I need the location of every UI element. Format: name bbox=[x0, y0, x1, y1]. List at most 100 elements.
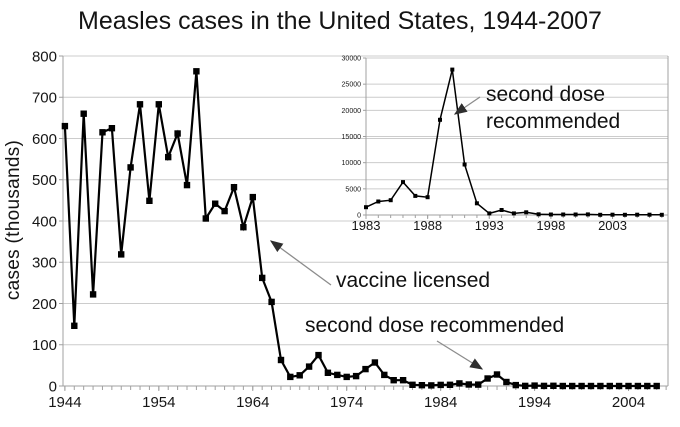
main-data-point bbox=[61, 122, 69, 130]
main-data-point bbox=[136, 101, 144, 108]
main-data-point bbox=[578, 382, 585, 390]
main-data-point bbox=[165, 153, 172, 161]
inset-y-tick-label: 15000 bbox=[342, 134, 362, 141]
main-data-point bbox=[127, 164, 134, 171]
main-data-point bbox=[183, 181, 191, 189]
inset-data-point bbox=[548, 212, 553, 217]
main-y-tick-label: 300 bbox=[32, 255, 57, 272]
main-x-tick-label: 1954 bbox=[142, 394, 175, 411]
main-x-tick-label: 1994 bbox=[518, 394, 551, 411]
main-data-point bbox=[531, 382, 538, 389]
main-data-point bbox=[89, 291, 97, 298]
inset-y-tick-label: 5000 bbox=[345, 186, 361, 193]
main-data-point bbox=[155, 101, 162, 108]
inset-data-point bbox=[474, 201, 479, 206]
annotation-second-dose-inset: second dose recommended bbox=[486, 81, 620, 135]
annotation-second-dose-inset-line2: recommended bbox=[486, 110, 621, 133]
inset-data-point bbox=[610, 212, 615, 217]
main-data-point bbox=[287, 373, 294, 381]
main-data-point bbox=[108, 125, 116, 132]
inset-data-point bbox=[388, 198, 393, 203]
main-data-point bbox=[371, 359, 379, 366]
inset-data-point bbox=[438, 117, 442, 122]
inset-data-point bbox=[635, 212, 640, 217]
main-data-point bbox=[249, 193, 256, 201]
chart-title: Measles cases in the United States, 1944… bbox=[78, 7, 602, 35]
main-data-point bbox=[625, 382, 632, 390]
main-data-point bbox=[644, 382, 651, 390]
main-data-point bbox=[202, 215, 209, 222]
main-y-tick-label: 100 bbox=[32, 337, 57, 354]
main-data-point bbox=[606, 382, 613, 390]
main-data-point bbox=[569, 382, 576, 390]
main-x-tick-label: 2004 bbox=[612, 394, 645, 411]
main-data-point bbox=[418, 382, 426, 389]
main-y-tick-label: 800 bbox=[32, 48, 57, 65]
main-data-point bbox=[465, 381, 472, 388]
main-data-point bbox=[71, 322, 78, 329]
inset-chart: 0 5000 10000 15000 20000 25000 30000 1983 1988 19… bbox=[342, 56, 669, 233]
inset-data-point bbox=[536, 212, 541, 217]
main-data-point bbox=[559, 382, 566, 390]
main-data-point bbox=[634, 382, 642, 390]
inset-data-point bbox=[401, 180, 405, 185]
arrow-second-dose-inset bbox=[453, 96, 481, 115]
annotation-arrows bbox=[269, 96, 484, 370]
main-y-tick-label: 600 bbox=[32, 131, 57, 148]
inset-data-point bbox=[425, 195, 430, 200]
inset-x-tick-label: 1993 bbox=[475, 218, 504, 233]
main-data-point bbox=[99, 129, 106, 136]
main-x-tick-label: 1984 bbox=[424, 394, 457, 411]
main-data-point bbox=[259, 274, 266, 282]
main-data-point bbox=[174, 130, 181, 137]
main-x-tick-label: 1944 bbox=[48, 394, 81, 411]
inset-data-point bbox=[622, 212, 627, 217]
main-data-point bbox=[456, 380, 463, 387]
annotation-vaccine-licensed: vaccine licensed bbox=[336, 269, 491, 292]
main-data-point bbox=[428, 382, 435, 389]
inset-data-point bbox=[487, 211, 492, 216]
main-x-tick-label: 1974 bbox=[330, 394, 363, 411]
main-x-tick-label: 1964 bbox=[236, 394, 269, 411]
main-data-point bbox=[324, 369, 332, 376]
main-y-tick-label: 0 bbox=[49, 378, 57, 395]
main-data-point bbox=[587, 382, 595, 390]
inset-y-tick-label: 0 bbox=[357, 213, 361, 220]
main-series-line bbox=[63, 71, 657, 388]
inset-x-tick-label: 1983 bbox=[352, 218, 381, 233]
inset-y-tick-label: 10000 bbox=[342, 160, 362, 167]
main-data-point bbox=[221, 207, 228, 215]
main-data-point bbox=[390, 377, 397, 384]
main-data-point bbox=[484, 375, 491, 382]
main-data-point bbox=[409, 381, 416, 388]
main-data-point bbox=[277, 356, 285, 364]
main-data-point bbox=[522, 382, 529, 390]
arrow-second-dose-main bbox=[436, 340, 484, 370]
inset-data-point bbox=[524, 210, 529, 215]
inset-y-tick-label: 30000 bbox=[342, 56, 362, 63]
main-data-point bbox=[399, 377, 407, 384]
annotation-second-dose-main: second dose recommended bbox=[305, 314, 565, 337]
inset-data-point bbox=[573, 212, 578, 217]
main-data-point bbox=[503, 378, 510, 386]
inset-data-point bbox=[499, 208, 504, 212]
inset-y-tick-label: 25000 bbox=[342, 82, 362, 89]
inset-data-point bbox=[585, 212, 590, 217]
main-data-point bbox=[315, 351, 322, 359]
inset-y-tick-label: 20000 bbox=[342, 108, 362, 115]
main-data-point bbox=[334, 371, 341, 379]
main-data-point bbox=[550, 382, 557, 389]
inset-x-tick-label: 2003 bbox=[598, 218, 627, 233]
main-data-point bbox=[296, 372, 303, 379]
main-chart: 0 100 200 300 400 500 600 700 800 1944 1954 1964 197… bbox=[32, 48, 669, 411]
main-data-point bbox=[540, 382, 548, 390]
main-y-tick-label: 700 bbox=[32, 90, 57, 107]
main-data-point bbox=[381, 371, 388, 379]
inset-data-point bbox=[450, 67, 455, 72]
main-data-point bbox=[475, 381, 482, 388]
inset-x-tick-label: 1988 bbox=[413, 218, 442, 233]
main-data-point bbox=[146, 197, 153, 204]
main-data-point bbox=[343, 373, 350, 381]
